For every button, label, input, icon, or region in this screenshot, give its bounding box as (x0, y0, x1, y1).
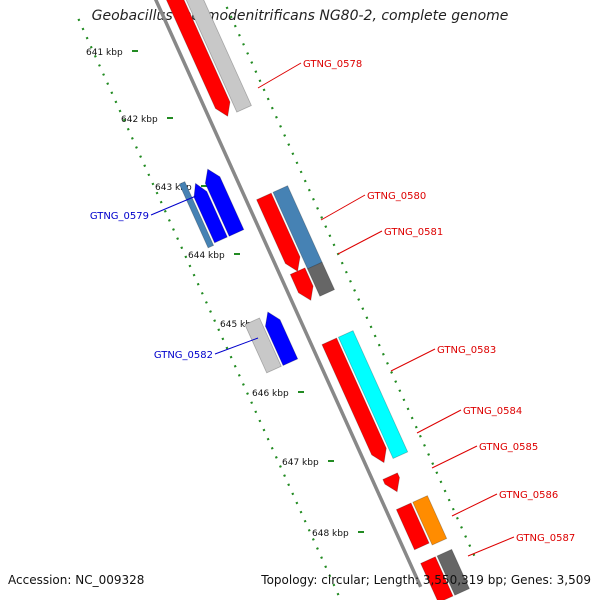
tick-label: 642 kbp (121, 115, 158, 125)
genes-value: 3,509 (556, 573, 591, 587)
cds-0579-b (193, 182, 228, 244)
cds-0581 (289, 267, 314, 301)
genes-label: Genes: (510, 573, 553, 587)
tick-label: 643 kbp (155, 183, 192, 193)
cog-0582 (244, 317, 282, 374)
cog-0581 (306, 261, 336, 297)
length-value: 3,550,319 bp (422, 573, 503, 587)
leader-line (214, 337, 259, 355)
cds-0582 (264, 311, 299, 367)
tick-label: 644 kbp (188, 251, 225, 261)
leader-line (150, 195, 197, 216)
accession-label: Accession: (8, 573, 72, 587)
feature-layer (166, 0, 470, 600)
cds-0584 (382, 472, 400, 493)
tick-layer: 641 kbp 642 kbp 643 kbp 644 kbp 645 kbp 646 k… (86, 48, 364, 539)
cds-0579-a (204, 168, 245, 237)
gene-label: GTNG_0579 (90, 211, 149, 222)
gene-label: GTNG_0583 (437, 345, 496, 356)
leader-line (451, 493, 498, 517)
cog-0585 (412, 495, 448, 546)
topology-label: Topology: (261, 573, 318, 587)
leader-line (337, 230, 383, 255)
backbone-line (153, 0, 423, 588)
leader-line (416, 409, 462, 434)
leader-line (390, 348, 436, 372)
tick-label: 645 kbp (220, 320, 257, 330)
label-layer: GTNG_0578 GTNG_0579 GTNG_0580 GTNG_0581 GTNG… (90, 59, 575, 557)
cds-0580 (256, 192, 301, 272)
gene-label: GTNG_0585 (479, 442, 538, 453)
tick-label: 646 kbp (252, 389, 289, 399)
tick-ring-right (222, 0, 479, 564)
cds-0583 (321, 337, 387, 464)
tick-label: 648 kbp (312, 529, 349, 539)
genome-stats: Topology: circular; Length: 3,550,319 bp… (261, 573, 591, 587)
cog-0579 (178, 181, 215, 249)
cog-0578 (185, 0, 252, 113)
backbone-layer (153, 0, 423, 588)
leader-line (320, 194, 366, 221)
cog-0586 (436, 548, 470, 596)
accession-value: NC_009328 (75, 573, 145, 587)
leader-line (257, 62, 302, 89)
cds-0578 (166, 0, 231, 117)
gene-label: GTNG_0581 (384, 227, 443, 238)
accession-info: Accession: NC_009328 (8, 573, 144, 587)
gene-label: GTNG_0582 (154, 350, 213, 361)
tick-label: 647 kbp (282, 458, 319, 468)
cds-0586 (420, 556, 454, 600)
gene-label: GTNG_0587 (516, 533, 575, 544)
length-label: Length: (373, 573, 420, 587)
cds-0585 (395, 502, 430, 551)
cog-0583 (337, 330, 409, 460)
ring-line-right (222, 0, 479, 564)
gene-label: GTNG_0586 (499, 490, 558, 501)
leader-line (431, 445, 478, 469)
tick-label: 641 kbp (86, 48, 123, 58)
gene-label: GTNG_0578 (303, 59, 362, 70)
topology-value: circular (321, 573, 366, 587)
leader-line (467, 536, 515, 557)
gene-label: GTNG_0580 (367, 191, 426, 202)
gene-label: GTNG_0584 (463, 406, 522, 417)
